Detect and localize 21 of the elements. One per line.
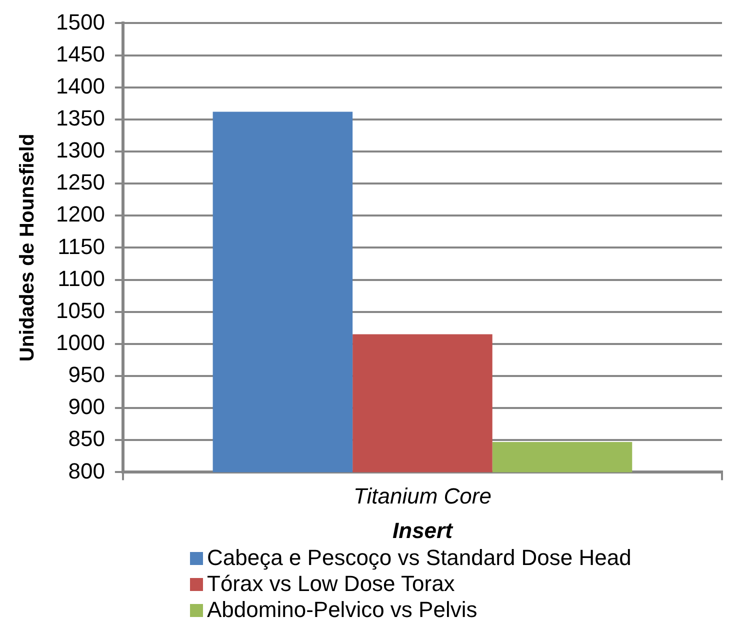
y-tick-label: 900: [68, 394, 105, 420]
y-tick-label: 1450: [56, 41, 105, 66]
y-tick-label: 1000: [56, 330, 105, 355]
y-tick-label: 1050: [56, 298, 105, 323]
y-tick-label: 1150: [58, 234, 105, 259]
legend-label: Cabeça e Pescoço vs Standard Dose Head: [207, 545, 632, 571]
y-tick-label: 1200: [56, 202, 105, 227]
x-tick-label: Titanium Core: [353, 484, 492, 509]
y-tick-label: 1400: [56, 73, 105, 98]
y-tick-label: 1300: [56, 138, 105, 163]
y-tick-label: 850: [68, 426, 105, 452]
legend-label: Tórax vs Low Dose Torax: [207, 571, 455, 597]
x-axis-title: Insert: [392, 518, 454, 543]
y-tick-label: 1500: [56, 9, 105, 34]
y-tick-label: 1350: [56, 105, 105, 130]
y-tick-label: 1250: [56, 170, 105, 195]
legend-label: Abdomino-Pelvico vs Pelvis: [207, 597, 478, 623]
y-tick-label: 800: [68, 458, 105, 484]
y-tick-label: 1100: [58, 266, 105, 291]
y-axis-title: Unidades de Hounsfield: [16, 134, 39, 362]
y-tick-label: 950: [68, 362, 105, 388]
